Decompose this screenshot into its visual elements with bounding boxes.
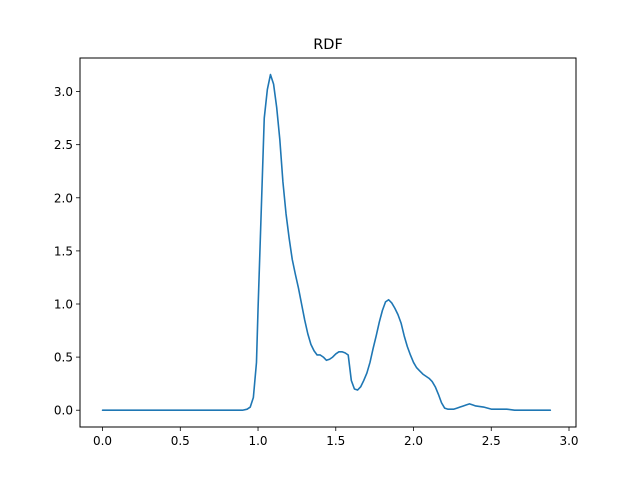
y-axis: 0.0 0.5 1.0 1.5 2.0 2.5 3.0 — [54, 85, 80, 418]
y-tick-label: 2.0 — [54, 191, 73, 205]
x-tick-label: 2.0 — [404, 434, 423, 448]
plot-frame — [79, 57, 577, 428]
y-tick-label: 1.0 — [54, 298, 73, 312]
chart-title: RDF — [313, 37, 343, 53]
y-tick-label: 2.5 — [54, 138, 73, 152]
x-tick-label: 0.5 — [171, 434, 190, 448]
y-tick-label: 3.0 — [54, 85, 73, 99]
plot-area — [79, 57, 577, 428]
x-axis: 0.0 0.5 1.0 1.5 2.0 2.5 3.0 — [93, 427, 579, 448]
x-tick-label: 2.5 — [482, 434, 501, 448]
rdf-series-line — [101, 73, 552, 412]
x-tick-label: 1.0 — [248, 434, 267, 448]
y-tick-label: 1.5 — [54, 244, 73, 258]
y-tick-label: 0.0 — [54, 404, 73, 418]
x-tick-label: 3.0 — [559, 434, 578, 448]
x-tick-label: 1.5 — [326, 434, 345, 448]
y-tick-label: 0.5 — [54, 351, 73, 365]
series-layer — [101, 73, 552, 412]
x-tick-label: 0.0 — [93, 434, 112, 448]
